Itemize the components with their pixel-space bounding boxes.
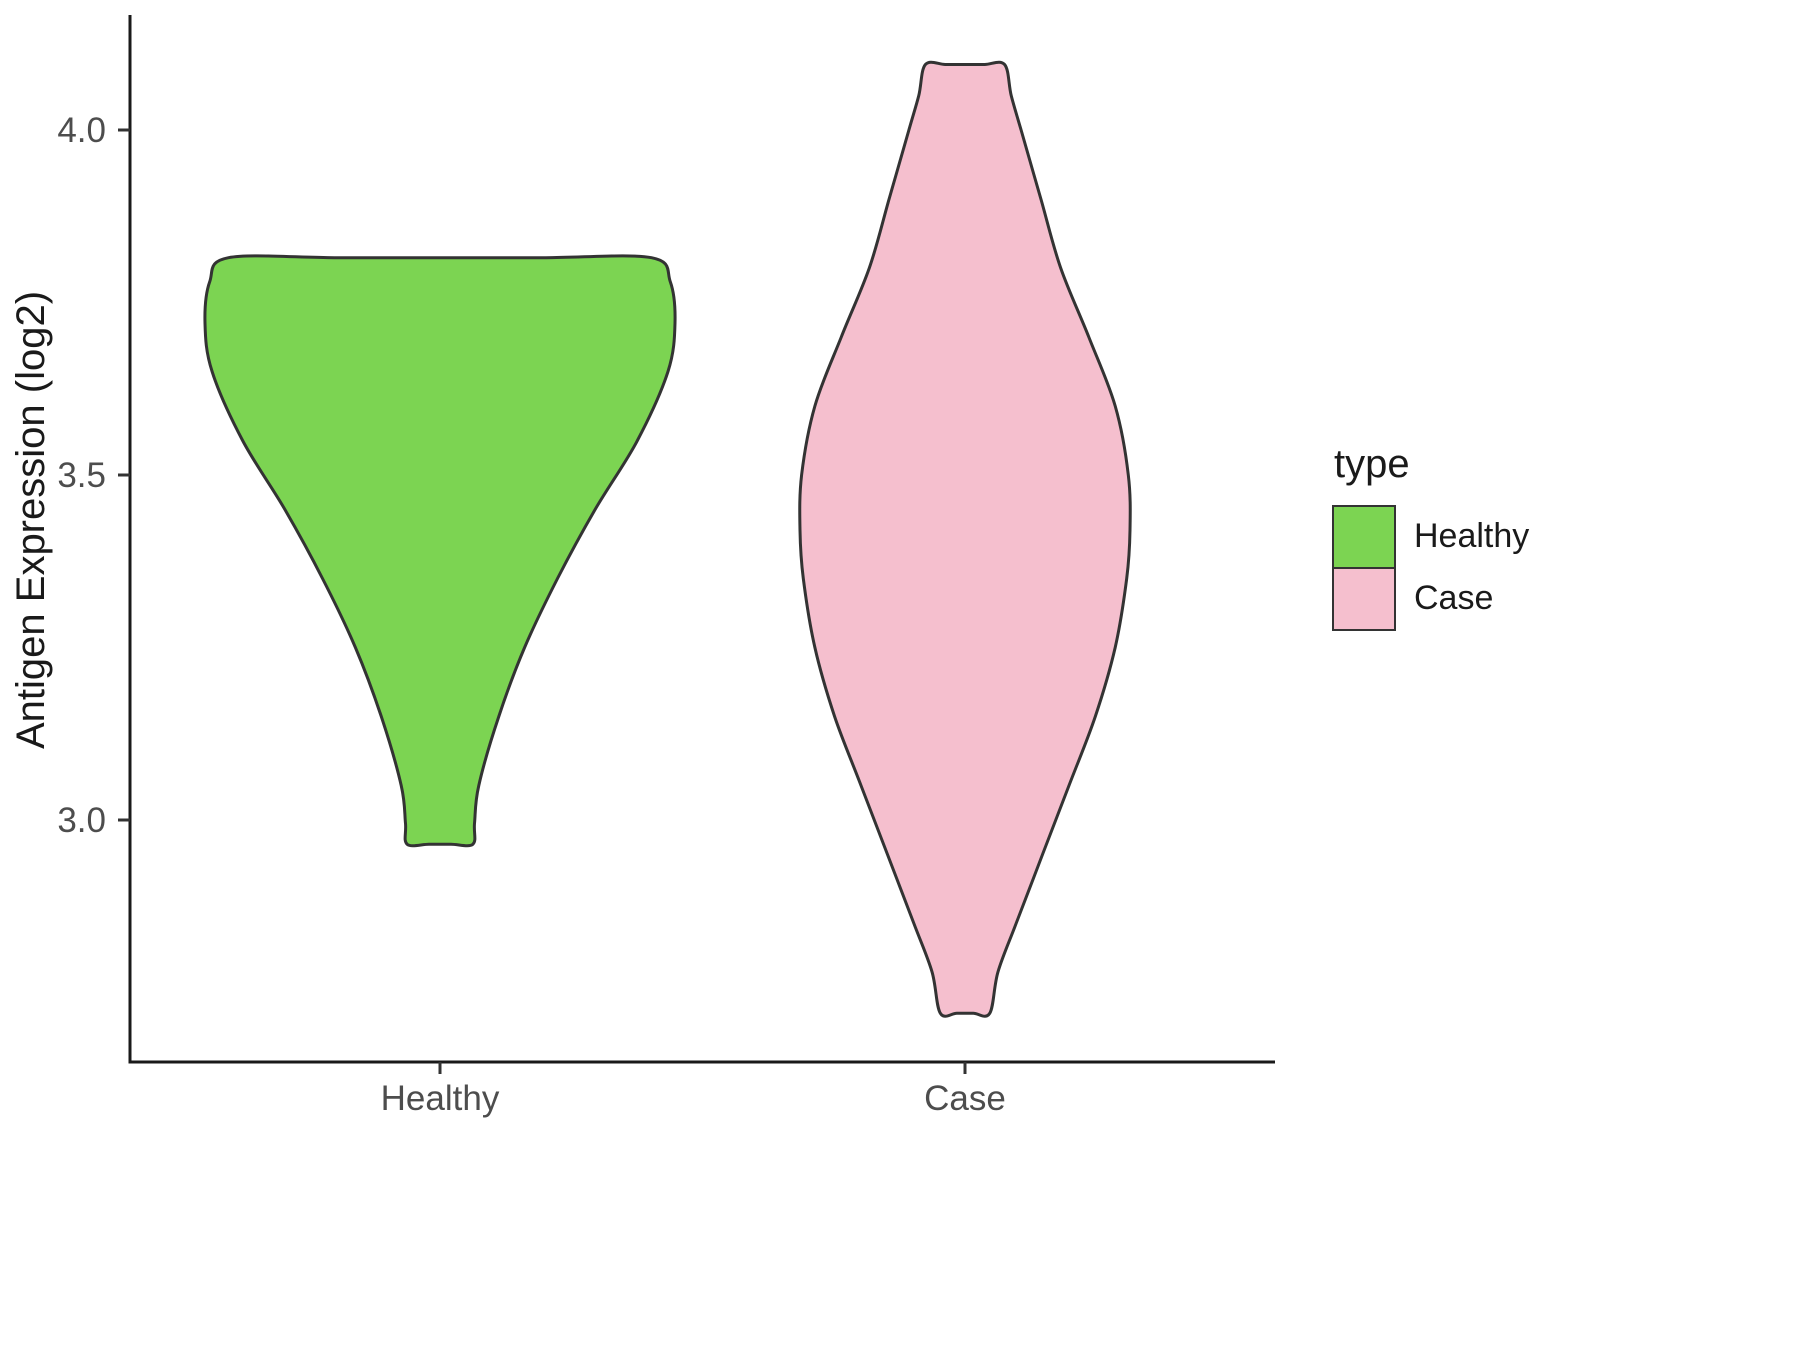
legend-key-healthy — [1332, 505, 1396, 569]
y-tick-label: 3.5 — [57, 456, 106, 495]
legend-item-case: Case — [1332, 567, 1529, 631]
legend-title: type — [1334, 442, 1410, 486]
violin-case — [798, 60, 1132, 1018]
violin-healthy — [203, 254, 677, 848]
legend-item-healthy: Healthy — [1332, 505, 1530, 569]
axes — [128, 15, 1275, 1064]
y-tick-label: 3.0 — [57, 801, 106, 840]
x-category-label: Case — [924, 1079, 1006, 1118]
y-axis-title: Antigen Expression (log2) — [9, 291, 53, 749]
y-axis-ticks: 4.0 3.5 3.0 — [57, 111, 130, 840]
legend-label-healthy: Healthy — [1414, 516, 1530, 555]
legend-key-case — [1332, 567, 1396, 631]
legend: type Healthy Case — [1332, 442, 1530, 631]
legend-label-case: Case — [1414, 578, 1494, 617]
violin-shapes — [203, 60, 1132, 1018]
y-tick-label: 4.0 — [57, 111, 106, 150]
x-category-label: Healthy — [381, 1079, 500, 1118]
x-axis-ticks: Healthy Case — [381, 1062, 1006, 1118]
